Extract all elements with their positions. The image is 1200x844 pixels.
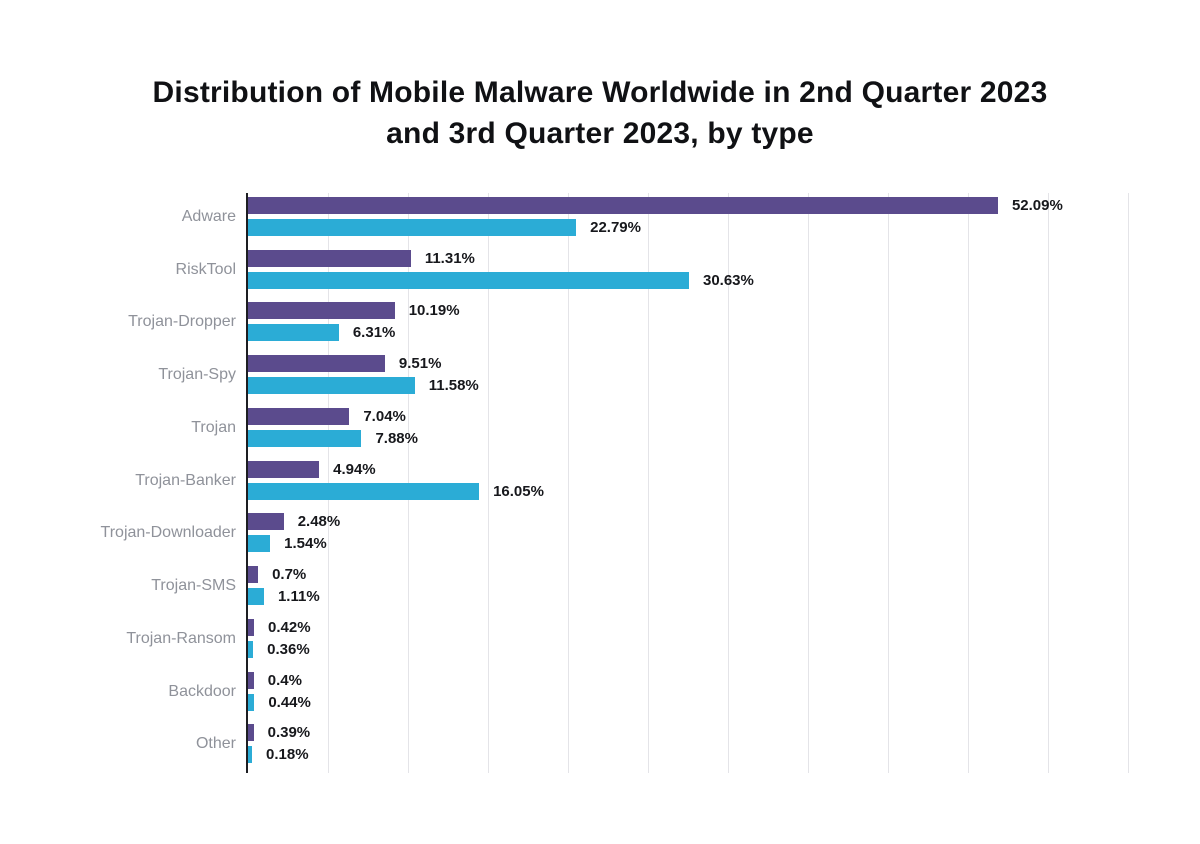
- chart-row: Backdoor 0.4% 0.44%: [168, 668, 1168, 721]
- category-label: RiskTool: [175, 260, 236, 278]
- bar-q2-2023: [248, 197, 998, 214]
- value-label: 7.88%: [375, 429, 418, 447]
- bar-q3-2023: [248, 482, 480, 500]
- value-label: 22.79%: [590, 219, 641, 236]
- bar-q3-2023: [248, 640, 254, 658]
- bar-q2-2023: [248, 618, 255, 636]
- bar-q2-2023: [248, 302, 395, 320]
- value-label: 2.48%: [297, 513, 341, 531]
- gridline: [488, 193, 489, 773]
- gridline: [968, 193, 969, 773]
- value-label: 0.36%: [267, 640, 310, 658]
- chart-row: Trojan-Ransom 0.42% 0.36%: [126, 615, 1168, 668]
- bar-q3-2023: [248, 324, 339, 342]
- bar-q3-2023: [248, 271, 689, 289]
- bar-q2-2023: [248, 724, 254, 742]
- category-label: Adware: [181, 208, 236, 225]
- category-label: Other: [195, 735, 236, 753]
- value-label: 11.58%: [428, 377, 479, 395]
- category-label: Trojan-Downloader: [100, 524, 236, 542]
- category-label: Trojan-Ransom: [126, 629, 236, 647]
- value-label: 52.09%: [1011, 197, 1063, 214]
- gridline: [568, 193, 569, 773]
- value-label: 0.18%: [266, 746, 309, 764]
- bar-q2-2023: [248, 407, 350, 425]
- bar-q2-2023: [248, 249, 411, 267]
- category-label: Backdoor: [168, 682, 236, 700]
- value-label: 0.4%: [267, 671, 302, 689]
- category-label: Trojan-SMS: [151, 577, 236, 595]
- bar-q2-2023: [248, 355, 385, 373]
- value-label: 10.19%: [408, 302, 460, 320]
- chart-row: Trojan-Banker 4.94% 16.05%: [135, 457, 1168, 510]
- value-label: 0.7%: [272, 566, 307, 584]
- chart-row: Trojan-Dropper 10.19% 6.31%: [128, 298, 1168, 351]
- gridline: [1128, 193, 1129, 773]
- value-label: 11.31%: [424, 249, 475, 267]
- category-label: Trojan-Spy: [158, 366, 236, 384]
- gridline: [1048, 193, 1049, 773]
- chart-row: Trojan 7.04% 7.88%: [191, 404, 1168, 457]
- gridline: [648, 193, 649, 773]
- value-label: 9.51%: [398, 355, 442, 373]
- y-axis-line: [246, 193, 248, 773]
- value-label: 6.31%: [352, 324, 396, 342]
- value-label: 7.04%: [363, 407, 406, 425]
- value-label: 1.11%: [277, 588, 320, 606]
- value-label: 16.05%: [493, 482, 544, 500]
- plot-area: Adware 52.09% 22.79% RiskTool 11.31% 30.63% Tr…: [101, 193, 1168, 773]
- bar-q2-2023: [248, 513, 284, 531]
- gridline: [888, 193, 889, 773]
- value-label: 0.39%: [267, 724, 311, 742]
- value-label: 1.54%: [284, 535, 327, 553]
- bar-q2-2023: [248, 566, 259, 584]
- chart-row: Trojan-Spy 9.51% 11.58%: [158, 351, 1168, 404]
- chart-row: Trojan-SMS 0.7% 1.11%: [151, 562, 1168, 615]
- chart-row: Other 0.39% 0.18%: [196, 720, 1168, 773]
- chart-row: RiskTool 11.31% 30.63%: [176, 246, 1168, 299]
- bar-q3-2023: [248, 693, 255, 711]
- category-label: Trojan-Banker: [135, 471, 236, 489]
- value-label: 0.44%: [268, 693, 311, 711]
- bar-q3-2023: [248, 535, 271, 553]
- category-label: Trojan: [191, 418, 236, 436]
- bar-q2-2023: [248, 671, 254, 689]
- bar-q2-2023: [248, 460, 320, 478]
- bar-q3-2023: [248, 588, 264, 606]
- value-label: 0.42%: [268, 618, 311, 636]
- category-label: Trojan-Dropper: [128, 313, 236, 331]
- value-label: 30.63%: [702, 271, 754, 289]
- chart-row: Adware 52.09% 22.79%: [182, 193, 1168, 246]
- value-label: 4.94%: [333, 460, 376, 478]
- bar-q3-2023: [248, 429, 362, 447]
- gridline: [808, 193, 809, 773]
- bar-q3-2023: [248, 377, 415, 395]
- chart-row: Trojan-Downloader 2.48% 1.54%: [101, 509, 1168, 562]
- bar-q3-2023: [248, 219, 577, 236]
- gridline: [728, 193, 729, 773]
- chart-title: Distribution of Mobile Malware Worldwide…: [152, 76, 1048, 151]
- bar-q3-2023: [248, 746, 252, 764]
